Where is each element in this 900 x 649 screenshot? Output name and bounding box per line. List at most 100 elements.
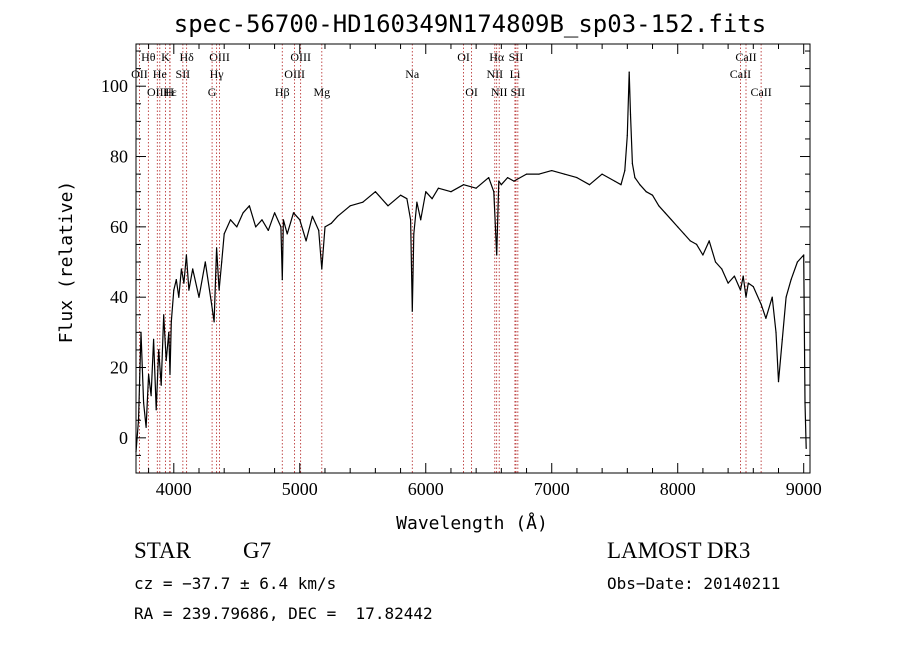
marker-label-22: SII <box>509 50 524 64</box>
x-tick-label-5: 9000 <box>786 479 822 499</box>
y-tick-label-3: 60 <box>110 217 128 237</box>
data-point-101 <box>696 243 698 245</box>
data-point-18 <box>178 296 180 298</box>
data-point-99 <box>683 233 685 235</box>
marker-label-13: OIII <box>290 50 311 64</box>
data-point-55 <box>374 191 376 193</box>
data-point-21 <box>185 254 187 256</box>
marker-label-20: NII <box>486 67 503 81</box>
data-point-70 <box>488 177 490 179</box>
data-point-113 <box>760 303 762 305</box>
data-point-86 <box>624 170 626 172</box>
data-point-112 <box>752 286 754 288</box>
data-point-118 <box>781 338 783 340</box>
marker-label-2: OIII <box>147 85 168 99</box>
data-point-3 <box>143 402 145 404</box>
data-point-56 <box>387 205 389 207</box>
x-tick-label-1: 5000 <box>282 479 318 499</box>
data-point-124 <box>805 447 807 449</box>
data-point-38 <box>267 229 269 231</box>
marker-label-17: OI <box>457 50 470 64</box>
data-point-98 <box>677 226 679 228</box>
data-point-117 <box>777 381 780 383</box>
data-point-76 <box>513 180 515 182</box>
data-point-15 <box>170 321 172 323</box>
data-point-43 <box>286 233 288 235</box>
marker-label-10: Hγ <box>210 67 225 81</box>
data-point-57 <box>400 194 402 196</box>
data-point-51 <box>330 222 332 224</box>
x-tick-label-2: 6000 <box>408 479 444 499</box>
data-point-16 <box>173 289 175 291</box>
data-point-75 <box>507 177 509 179</box>
data-point-121 <box>796 261 799 263</box>
y-tick-label-2: 40 <box>110 287 128 307</box>
data-point-41 <box>281 279 283 281</box>
data-point-91 <box>634 177 636 179</box>
marker-label-1: OII <box>131 67 148 81</box>
data-point-10 <box>160 384 162 386</box>
object-subclass: G7 <box>243 538 272 563</box>
marker-label-14: OIII <box>284 67 305 81</box>
object-class: STAR <box>134 538 191 563</box>
data-point-22 <box>188 289 190 291</box>
data-point-34 <box>242 212 244 214</box>
data-point-87 <box>626 134 628 136</box>
data-point-122 <box>803 254 805 256</box>
marker-label-8: H <box>165 85 174 99</box>
series-line-0 <box>135 71 807 452</box>
data-point-30 <box>221 261 223 263</box>
data-point-49 <box>321 268 323 270</box>
y-tick-label-5: 100 <box>101 76 128 96</box>
marker-label-0: Hθ <box>141 50 156 64</box>
y-tick-label-4: 80 <box>110 147 128 167</box>
data-point-5 <box>148 373 150 376</box>
data-point-103 <box>708 240 710 242</box>
marker-label-19: Hα <box>489 50 505 64</box>
data-point-93 <box>645 191 647 193</box>
data-point-83 <box>601 173 603 175</box>
data-point-39 <box>274 212 276 214</box>
data-point-105 <box>721 268 723 270</box>
data-point-27 <box>213 321 215 323</box>
redshift-text: cz = −37.7 ± 6.4 km/s <box>134 574 337 593</box>
data-point-60 <box>411 310 413 312</box>
marker-label-16: Na <box>405 67 420 81</box>
data-point-109 <box>742 275 744 277</box>
data-point-23 <box>192 268 194 270</box>
data-point-68 <box>463 184 465 186</box>
data-point-19 <box>180 268 182 270</box>
y-tick-label-0: 0 <box>119 428 128 448</box>
data-point-67 <box>450 191 452 193</box>
data-point-14 <box>169 373 171 376</box>
data-point-64 <box>425 191 427 193</box>
data-point-85 <box>620 184 622 186</box>
x-axis-label: Wavelength (Å) <box>396 512 548 534</box>
data-point-6 <box>150 395 152 397</box>
data-point-92 <box>639 184 641 186</box>
data-point-11 <box>163 314 165 316</box>
data-point-74 <box>500 184 502 186</box>
data-point-53 <box>349 205 351 207</box>
marker-label-4: He <box>153 67 167 81</box>
marker-label-3: K <box>161 50 170 64</box>
data-point-48 <box>318 229 320 231</box>
data-point-120 <box>790 279 792 281</box>
marker-label-25: CaII <box>735 50 756 64</box>
y-axis-label: Flux (relative) <box>56 181 77 344</box>
chart-title: spec-56700-HD160349N174809B_sp03-152.fit… <box>174 10 766 38</box>
marker-label-24: SII <box>511 85 526 99</box>
data-point-62 <box>416 201 418 203</box>
marker-label-27: CaII <box>750 85 771 99</box>
data-point-33 <box>236 226 238 228</box>
marker-label-15: Mg <box>313 85 330 99</box>
data-point-107 <box>733 275 736 277</box>
data-point-35 <box>248 205 250 207</box>
data-point-69 <box>475 187 477 189</box>
data-point-82 <box>588 184 591 186</box>
data-point-32 <box>229 219 232 221</box>
data-point-59 <box>410 219 412 221</box>
data-point-110 <box>745 296 747 298</box>
data-point-47 <box>311 215 313 217</box>
